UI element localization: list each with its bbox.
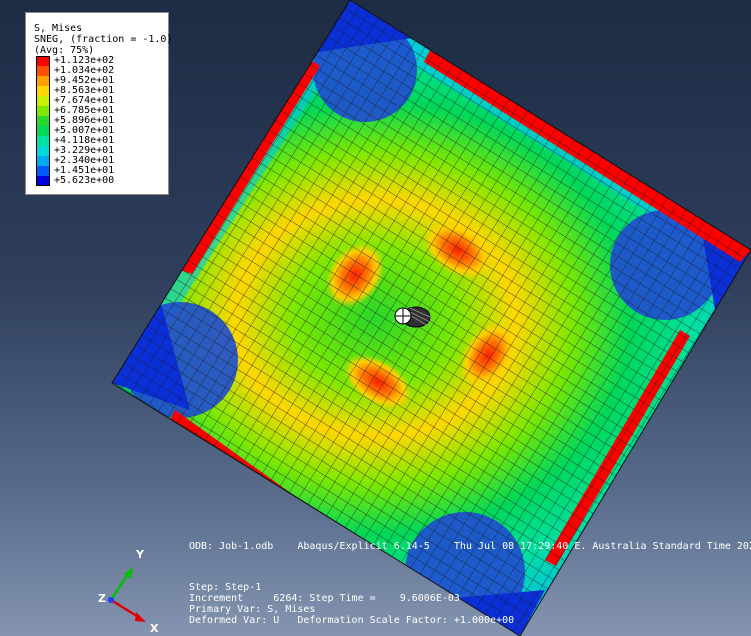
legend-swatch [36, 126, 50, 136]
legend-value: +4.118e+01 [54, 135, 115, 146]
legend-value: +1.034e+02 [54, 65, 115, 76]
legend-value: +2.340e+01 [54, 155, 115, 166]
legend-swatch [36, 106, 50, 116]
legend-swatch [36, 76, 50, 86]
legend-value: +1.451e+01 [54, 165, 115, 176]
coordinate-triad [108, 567, 146, 622]
primary-var-line: Primary Var: S, Mises [189, 604, 316, 615]
step-info-line: Step: Step-1 [189, 582, 262, 593]
triad-z-label: Z [98, 592, 106, 605]
legend-section: SNEG, (fraction = -1.0) [34, 34, 173, 45]
legend-averaging: (Avg: 75%) [34, 45, 95, 56]
triad-x-axis [110, 598, 141, 620]
legend-scale: +1.123e+02 +1.034e+02 +9.452e+01 +8.563e+01… [34, 55, 168, 186]
legend-value: +3.229e+01 [54, 145, 115, 156]
legend-entry: +1.451e+01 [34, 165, 168, 176]
odb-info-line: ODB: Job-1.odb Abaqus/Explicit 6.14-5 Th… [189, 541, 751, 552]
legend-variable: S, Mises [34, 23, 83, 34]
legend-entry: +3.229e+01 [34, 145, 168, 156]
rigid-body-center[interactable] [394, 306, 433, 328]
deformed-var-line: Deformed Var: U Deformation Scale Factor… [189, 615, 515, 626]
increment-info-line: Increment 6264: Step Time = 9.6006E-03 [189, 593, 460, 604]
legend-value: +6.785e+01 [54, 105, 115, 116]
legend-entry: +6.785e+01 [34, 105, 168, 116]
legend-value: +7.674e+01 [54, 95, 115, 106]
legend-value: +5.623e+00 [54, 175, 115, 186]
triad-z-axis [108, 597, 114, 603]
legend-swatch [36, 96, 50, 106]
triad-x-label: X [150, 622, 159, 635]
legend-value: +8.563e+01 [54, 85, 115, 96]
legend-value: +5.896e+01 [54, 115, 115, 126]
legend-swatch [36, 116, 50, 126]
legend-entry: +4.118e+01 [34, 135, 168, 146]
legend-swatch [36, 66, 50, 76]
legend-entry: +7.674e+01 [34, 95, 168, 106]
legend-swatch [36, 176, 50, 186]
legend-value: +9.452e+01 [54, 75, 115, 86]
triad-y-axis [109, 573, 130, 601]
contour-legend[interactable]: S, Mises SNEG, (fraction = -1.0) (Avg: 7… [25, 12, 173, 195]
legend-swatch [36, 156, 50, 166]
triad-y-label: Y [136, 548, 144, 561]
legend-entry: +5.623e+00 [34, 175, 168, 186]
legend-swatch [36, 146, 50, 156]
legend-swatch [36, 166, 50, 176]
legend-entry: +1.034e+02 [34, 65, 168, 76]
legend-entry: +8.563e+01 [34, 85, 168, 96]
legend-value: +5.007e+01 [54, 125, 115, 136]
legend-entry: +2.340e+01 [34, 155, 168, 166]
legend-entry: +5.896e+01 [34, 115, 168, 126]
legend-swatch [36, 136, 50, 146]
legend-swatch [36, 86, 50, 96]
legend-value: +1.123e+02 [54, 55, 115, 66]
legend-entry: +1.123e+02 [34, 55, 168, 66]
legend-entry: +5.007e+01 [34, 125, 168, 136]
legend-swatch [36, 56, 50, 66]
legend-entry: +9.452e+01 [34, 75, 168, 86]
